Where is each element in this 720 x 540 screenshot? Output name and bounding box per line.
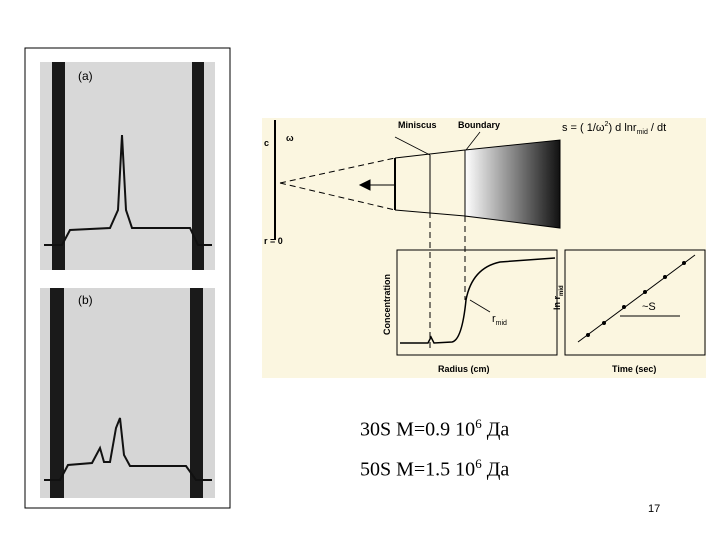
concentration-plot <box>396 249 558 356</box>
photo-b: (b) <box>40 288 215 498</box>
panel-label: (a) <box>78 69 93 83</box>
slope-label: ~S <box>642 301 656 313</box>
concentration-curve <box>400 257 556 344</box>
formula: s = ( 1/ω2) d lnrmid / dt <box>562 121 666 136</box>
r0-label: r = 0 <box>264 236 283 246</box>
page-number: 17 <box>648 503 660 515</box>
omega-label: ω <box>286 133 294 143</box>
photo-a: (a) <box>40 62 215 270</box>
panel-label: (b) <box>78 293 93 307</box>
x-axis-label: Time (sec) <box>612 364 656 374</box>
x-axis-label: Radius (cm) <box>438 364 490 374</box>
cell-drawing <box>274 120 481 350</box>
caption: 50S M=1.5 106 Да <box>360 456 510 481</box>
time-plot <box>564 249 706 356</box>
boundary-region <box>464 139 561 229</box>
rmid-label: rmid <box>492 313 507 327</box>
c-label: c <box>264 138 269 148</box>
caption: 30S M=0.9 106 Да <box>360 416 510 441</box>
pointer <box>469 299 491 313</box>
meniscus-label: Miniscus <box>398 120 437 130</box>
time-points <box>577 254 696 343</box>
y-axis-label: ln rmid <box>552 285 565 310</box>
y-axis-label: Concentration <box>382 274 392 335</box>
boundary-label: Boundary <box>458 120 500 130</box>
